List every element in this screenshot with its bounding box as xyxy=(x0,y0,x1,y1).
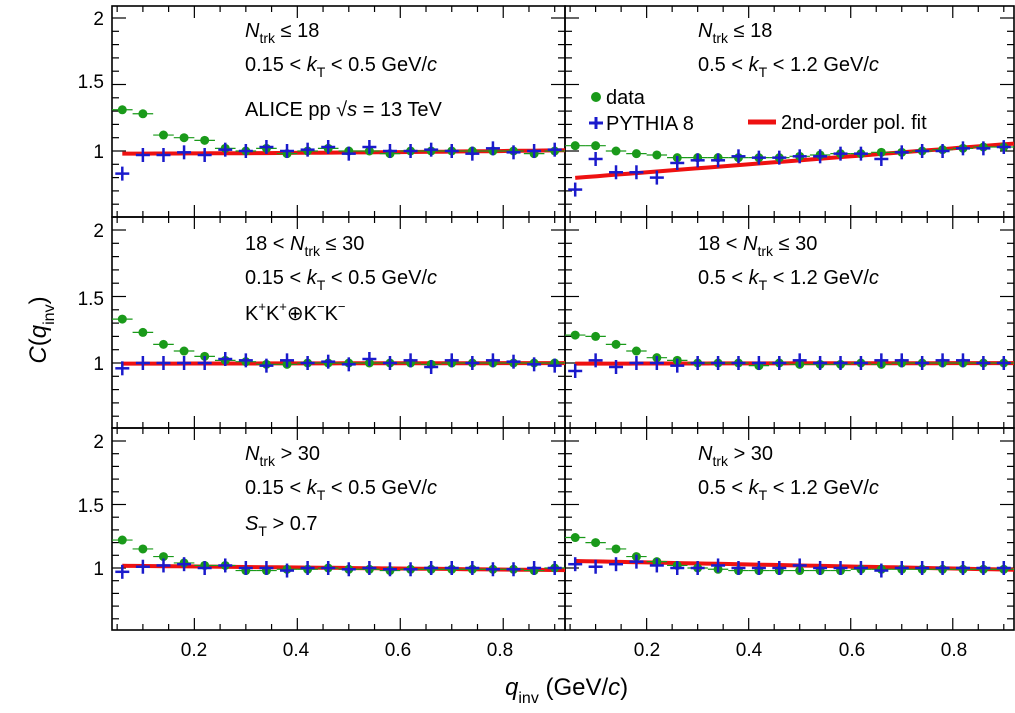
legend-data-label: data xyxy=(606,87,646,109)
panel-bottom-right xyxy=(565,533,1015,578)
y-tick-label-2-top: 2 xyxy=(93,9,104,30)
y-tick-label-1.5-top: 1.5 xyxy=(78,72,104,93)
data-point xyxy=(117,535,127,545)
panel-middle-right xyxy=(565,330,1014,378)
y-axis-title: C(qinv) xyxy=(25,296,58,363)
annotation-kt-top-right: 0.5 < kT < 1.2 GeV/c xyxy=(698,54,879,80)
annotation-top-left: Ntrk ≤ 18 0.15 < kT < 0.5 GeV/c ALICE pp… xyxy=(245,20,443,121)
annotation-kt-middle-right: 0.5 < kT < 1.2 GeV/c xyxy=(698,267,879,293)
annotation-middle-right: 18 < Ntrk ≤ 30 0.5 < kT < 1.2 GeV/c xyxy=(698,233,879,293)
chart-marks xyxy=(112,105,1015,579)
x-tick-label-0.4-left: 0.4 xyxy=(283,640,310,661)
data-point xyxy=(591,538,601,548)
ticks-middle-left xyxy=(112,217,565,428)
x-axis-title: qinv (GeV/c) xyxy=(505,674,628,707)
annotation-ntrk-top-right: Ntrk ≤ 18 xyxy=(698,20,772,46)
ticks-bottom-right xyxy=(565,428,1014,630)
legend-pythia-label: PYTHIA 8 xyxy=(606,113,694,135)
data-point xyxy=(591,331,601,341)
annotation-bottom-right: Ntrk > 30 0.5 < kT < 1.2 GeV/c xyxy=(698,443,879,503)
x-tick-label-0.8-left: 0.8 xyxy=(487,640,513,661)
panel-top-right xyxy=(565,140,1015,197)
x-tick-label-0.6-left: 0.6 xyxy=(385,640,411,661)
ticks-top-right xyxy=(565,6,1014,217)
data-point xyxy=(179,133,189,143)
y-tick-label-2-bottom: 2 xyxy=(93,432,104,453)
annotation-top-right: Ntrk ≤ 18 0.5 < kT < 1.2 GeV/c xyxy=(698,20,879,80)
y-tick-label-1.5-bottom: 1.5 xyxy=(78,496,104,517)
y-tick-label-1-top: 1 xyxy=(93,142,104,163)
data-point xyxy=(158,130,168,140)
data-point xyxy=(611,544,621,554)
data-point xyxy=(158,339,168,349)
x-tick-labels: 0.2 0.4 0.6 0.8 0.2 0.4 0.6 0.8 xyxy=(181,640,967,661)
annotation-sphericity: ST > 0.7 xyxy=(245,513,318,539)
data-point xyxy=(158,552,168,562)
annotation-alice-label: ALICE pp √s = 13 TeV xyxy=(245,99,443,121)
x-tick-label-0.8-right: 0.8 xyxy=(941,640,967,661)
data-point xyxy=(200,135,210,145)
y-tick-label-2-middle: 2 xyxy=(93,221,104,242)
x-tick-label-0.6-right: 0.6 xyxy=(839,640,865,661)
annotation-kt-middle-left: 0.15 < kT < 0.5 GeV/c xyxy=(245,267,437,293)
y-tick-label-1.5-middle: 1.5 xyxy=(78,289,104,310)
annotation-ntrk-middle-left: 18 < Ntrk ≤ 30 xyxy=(245,233,364,259)
data-point xyxy=(570,330,580,340)
data-point xyxy=(631,149,641,159)
data-point xyxy=(631,346,641,356)
x-tick-label-0.2-right: 0.2 xyxy=(634,640,660,661)
panel-frame-bottom-left xyxy=(111,427,566,631)
annotation-kt-top-left: 0.15 < kT < 0.5 GeV/c xyxy=(245,54,437,80)
data-point xyxy=(138,327,148,337)
data-point xyxy=(611,146,621,156)
data-point xyxy=(570,533,580,543)
ticks-bottom-left xyxy=(112,428,565,630)
x-tick-label-0.4-right: 0.4 xyxy=(736,640,763,661)
legend: data PYTHIA 8 2nd-order pol. fit xyxy=(589,87,927,135)
panel-frame-bottom-right xyxy=(564,427,1015,631)
annotation-middle-left: 18 < Ntrk ≤ 30 0.15 < kT < 0.5 GeV/c K+K… xyxy=(245,233,437,325)
y-tick-label-1-middle: 1 xyxy=(93,354,104,375)
annotation-kt-bottom-left: 0.15 < kT < 0.5 GeV/c xyxy=(245,477,437,503)
annotation-kaon-pairs: K+K+⊕K−K− xyxy=(245,299,346,325)
panel-middle-left xyxy=(112,314,565,376)
panel-top-left xyxy=(112,105,566,181)
data-point xyxy=(117,314,127,324)
data-point xyxy=(138,109,148,119)
annotation-ntrk-top-left: Ntrk ≤ 18 xyxy=(245,20,319,46)
data-point xyxy=(591,141,601,151)
annotation-kt-bottom-right: 0.5 < kT < 1.2 GeV/c xyxy=(698,477,879,503)
data-point xyxy=(138,544,148,554)
annotation-bottom-left: Ntrk > 30 0.15 < kT < 0.5 GeV/c ST > 0.7 xyxy=(245,443,437,539)
legend-data-marker xyxy=(591,92,601,102)
legend-fit-label: 2nd-order pol. fit xyxy=(781,112,927,134)
panel-bottom-left xyxy=(112,535,566,579)
ticks-top-left xyxy=(112,6,565,217)
data-point xyxy=(611,339,621,349)
data-point xyxy=(117,105,127,115)
data-point xyxy=(652,150,662,160)
annotation-ntrk-middle-right: 18 < Ntrk ≤ 30 xyxy=(698,233,817,259)
annotation-ntrk-bottom-right: Ntrk > 30 xyxy=(698,443,773,469)
y-tick-labels: 2 1.5 1 2 1.5 1 2 1.5 1 xyxy=(78,9,104,580)
x-tick-label-0.2-left: 0.2 xyxy=(181,640,207,661)
annotation-ntrk-bottom-left: Ntrk > 30 xyxy=(245,443,320,469)
data-point xyxy=(570,141,580,151)
y-tick-label-1-bottom: 1 xyxy=(93,559,104,580)
data-point xyxy=(179,346,189,356)
axis-ticks xyxy=(112,6,1014,630)
